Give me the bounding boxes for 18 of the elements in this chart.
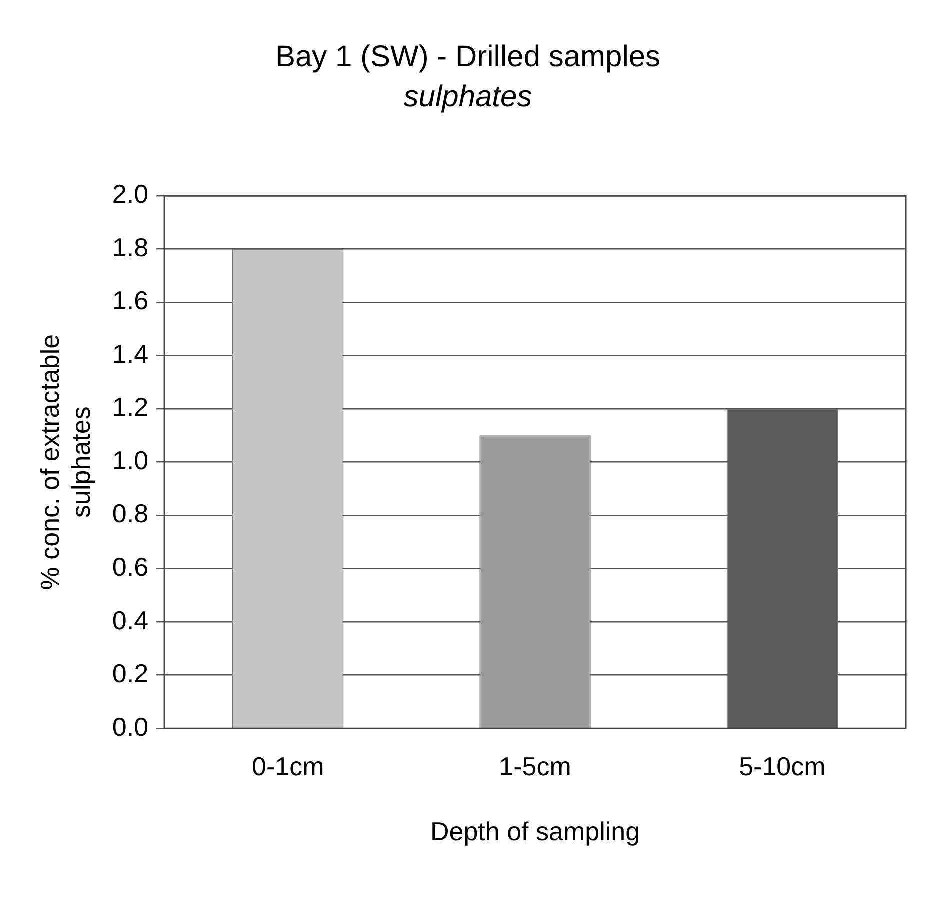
x-axis-title: Depth of sampling (430, 816, 640, 847)
y-tick-label: 1.2 (112, 392, 149, 422)
chart-title: Bay 1 (SW) - Drilled samples (275, 40, 661, 74)
y-tick-label: 1.4 (112, 338, 149, 369)
y-tick-label: 2.0 (112, 179, 149, 210)
x-tick-label: 5-10cm (739, 751, 826, 782)
y-tick-label: 0.6 (112, 552, 149, 582)
y-tick-label: 1.6 (112, 286, 149, 316)
chart-subtitle: sulphates (404, 80, 532, 114)
y-tick-label: 1.0 (112, 445, 149, 476)
y-tick-label: 0.2 (112, 658, 149, 689)
y-tick-label: 1.8 (112, 232, 149, 262)
x-tick-label: 0-1cm (252, 751, 324, 782)
y-tick-label: 0.8 (112, 498, 149, 529)
x-tick-label: 1-5cm (499, 751, 572, 782)
y-axis-title: % conc. of extractable sulphates (34, 334, 96, 590)
y-tick-label: 0.0 (112, 712, 149, 742)
y-tick-label: 0.4 (112, 605, 149, 636)
